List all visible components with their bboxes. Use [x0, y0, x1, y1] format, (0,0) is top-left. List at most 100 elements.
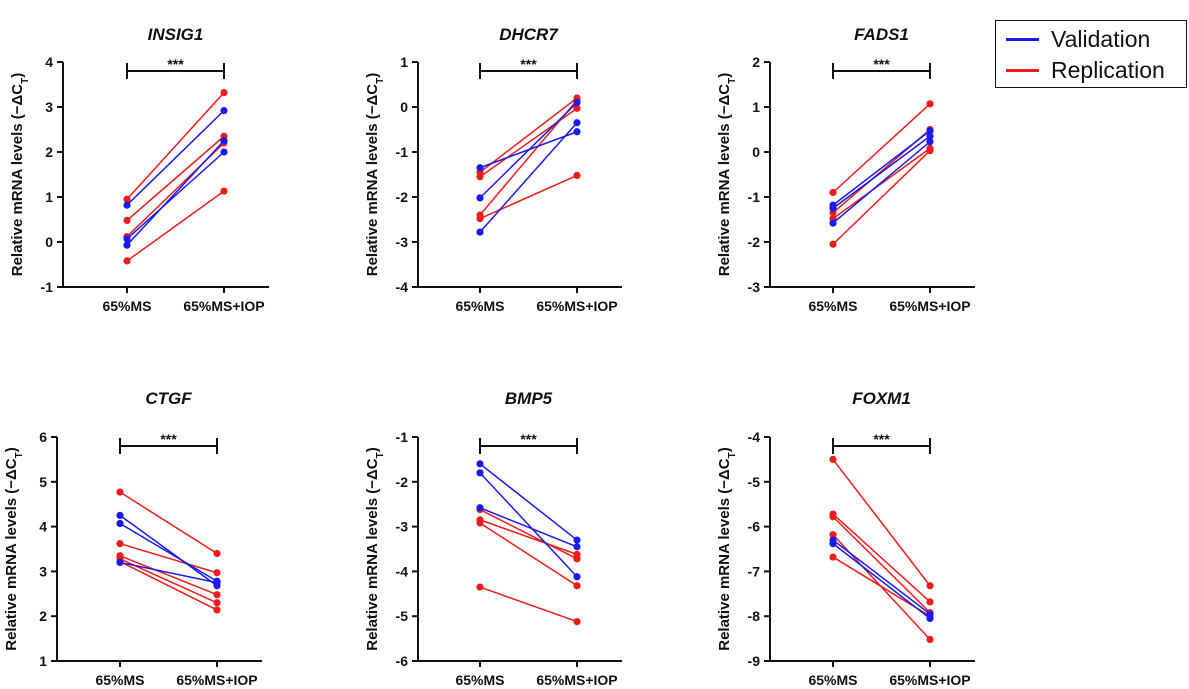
panel-insig1-y-tick-label: 0	[45, 234, 53, 250]
panel-foxm1-replication-point	[829, 513, 837, 521]
panel-ctgf-x-tick-label: 65%MS+IOP	[176, 672, 257, 688]
panel-insig1-validation-point	[123, 235, 131, 243]
panel-bmp5-replication-point	[573, 582, 581, 590]
panel-dhcr7-replication-line	[479, 97, 578, 173]
panel-insig1-y-axis-label: Relative mRNA levels (−ΔCT)	[9, 73, 31, 277]
panel-bmp5-validation-point	[573, 543, 581, 551]
panel-bmp5-replication-line	[479, 519, 578, 556]
panel-insig1-validation-line	[126, 140, 225, 246]
panel-bmp5-replication-point	[476, 519, 484, 527]
panel-fads1-replication-point	[829, 188, 837, 197]
panel-foxm1-validation-point	[829, 540, 837, 548]
panel-foxm1-replication-line	[832, 513, 931, 603]
legend: Validation Replication	[995, 20, 1187, 88]
panel-dhcr7-validation-point	[573, 128, 581, 136]
panel-bmp5-replication-line	[479, 508, 578, 560]
panel-ctgf-replication-line	[119, 560, 218, 611]
panel-foxm1-x-tick-label: 65%MS+IOP	[889, 672, 970, 688]
panel-dhcr7-sig-label: ***	[520, 56, 537, 72]
panel-dhcr7-validation-line	[479, 101, 578, 199]
panel-dhcr7-validation-point	[573, 98, 581, 107]
panel-fads1-validation-point	[829, 219, 837, 227]
panel-foxm1-replication-point	[926, 635, 934, 644]
panel-fads1-replication-point	[926, 100, 934, 108]
panel-ctgf-replication-line	[119, 491, 218, 555]
panel-foxm1-sig-label: ***	[873, 431, 890, 447]
legend-item-replication: Replication	[1006, 55, 1165, 85]
legend-item-validation: Validation	[1006, 24, 1150, 54]
panel-bmp5-y-tick-label: -1	[396, 429, 409, 445]
panel-foxm1-y-tick-label: -7	[748, 563, 761, 579]
panel-bmp5-y-tick-label: -5	[396, 608, 409, 624]
panel-foxm1-y-tick-label: -6	[748, 519, 761, 535]
panel-insig1-replication-point	[123, 257, 131, 265]
panel-foxm1-y-tick-label: -8	[748, 608, 761, 624]
panel-fads1-replication-point	[926, 147, 934, 155]
panel-foxm1-x-tick-label: 65%MS	[808, 672, 857, 688]
panel-ctgf-replication-point	[116, 488, 124, 496]
panel-dhcr7-replication-point	[476, 173, 484, 181]
panel-insig1-replication-point	[123, 195, 131, 203]
panel-ctgf-validation-point	[116, 511, 124, 519]
panel-foxm1-y-axis-label: Relative mRNA levels (−ΔCT)	[716, 447, 738, 651]
panel-fads1-validation-point	[829, 204, 837, 212]
panel-foxm1-replication-point	[829, 455, 837, 463]
panel-dhcr7-x-tick-label: 65%MS+IOP	[536, 298, 617, 314]
panel-dhcr7-title: DHCR7	[499, 25, 559, 44]
panel-insig1-validation-line	[126, 110, 225, 206]
panel-bmp5-validation-point	[476, 460, 484, 468]
panel-bmp5-validation-point	[573, 536, 581, 544]
panel-dhcr7-y-tick-label: -4	[396, 279, 409, 295]
panel-bmp5-x-tick-label: 65%MS+IOP	[536, 672, 617, 688]
panel-foxm1-replication-point	[829, 531, 837, 539]
panel-insig1-y-tick-label: -1	[41, 279, 54, 295]
panel-foxm1-validation-line	[832, 539, 931, 615]
panel-insig1-replication-point	[220, 89, 228, 97]
panel-dhcr7-validation-line	[479, 122, 578, 233]
panel-dhcr7-replication-line	[479, 174, 578, 220]
panel-ctgf-y-tick-label: 1	[39, 653, 47, 669]
panel-ctgf-y-tick-label: 4	[39, 519, 47, 535]
panel-insig1-validation-point	[123, 241, 131, 249]
panel-bmp5-x-tick-label: 65%MS	[455, 672, 504, 688]
panel-ctgf-validation-line	[119, 561, 218, 584]
legend-swatch-replication	[1006, 68, 1039, 72]
panel-foxm1-validation-point	[926, 614, 934, 623]
panel-bmp5-y-axis-label: Relative mRNA levels (−ΔCT)	[364, 447, 386, 651]
panel-dhcr7-validation-point	[573, 119, 581, 127]
panel-ctgf-replication-point	[213, 606, 221, 614]
panel-fads1-validation-line	[832, 141, 931, 224]
legend-label-replication: Replication	[1051, 56, 1165, 83]
panel-fads1-y-tick-label: 0	[752, 144, 760, 160]
legend-swatch-validation	[1006, 37, 1039, 41]
panel-fads1-y-tick-label: 2	[752, 54, 760, 70]
panel-insig1-sig-label: ***	[167, 56, 184, 72]
panel-fads1-validation-point	[926, 132, 934, 140]
panel-ctgf-validation-point	[116, 558, 124, 567]
panel-ctgf-replication-point	[213, 549, 221, 558]
panel-ctgf-validation-line	[119, 514, 218, 587]
panel-fads1-y-axis-label: Relative mRNA levels (−ΔCT)	[716, 73, 738, 277]
panel-ctgf-y-tick-label: 3	[39, 563, 47, 579]
panel-foxm1-replication-line	[832, 458, 931, 587]
panel-foxm1-y-tick-label: -9	[748, 653, 761, 669]
legend-label-validation: Validation	[1051, 25, 1151, 52]
panel-fads1-y-tick-label: -2	[748, 234, 761, 250]
panel-fads1-y-tick-label: -3	[748, 279, 761, 295]
panel-insig1-replication-line	[126, 190, 225, 262]
panel-ctgf-replication-point	[213, 599, 221, 607]
panel-fads1-replication-line	[832, 150, 931, 245]
panel-insig1-x-tick-label: 65%MS	[102, 298, 151, 314]
panel-insig1-validation-line	[126, 151, 225, 240]
panel-dhcr7-replication-point	[573, 104, 581, 112]
panel-dhcr7-validation-point	[476, 194, 484, 202]
panel-insig1-y-tick-label: 1	[45, 189, 53, 205]
panel-ctgf-x-tick-label: 65%MS	[95, 672, 144, 688]
panel-ctgf-validation-point	[116, 519, 124, 528]
panel-insig1-title: INSIG1	[148, 25, 204, 44]
panel-fads1-replication-point	[829, 240, 837, 248]
panel-insig1-y-tick-label: 3	[45, 99, 53, 115]
panel-fads1-replication-line	[832, 103, 931, 194]
panel-bmp5-replication-line	[479, 522, 578, 587]
panel-insig1-y-tick-label: 4	[45, 54, 53, 70]
